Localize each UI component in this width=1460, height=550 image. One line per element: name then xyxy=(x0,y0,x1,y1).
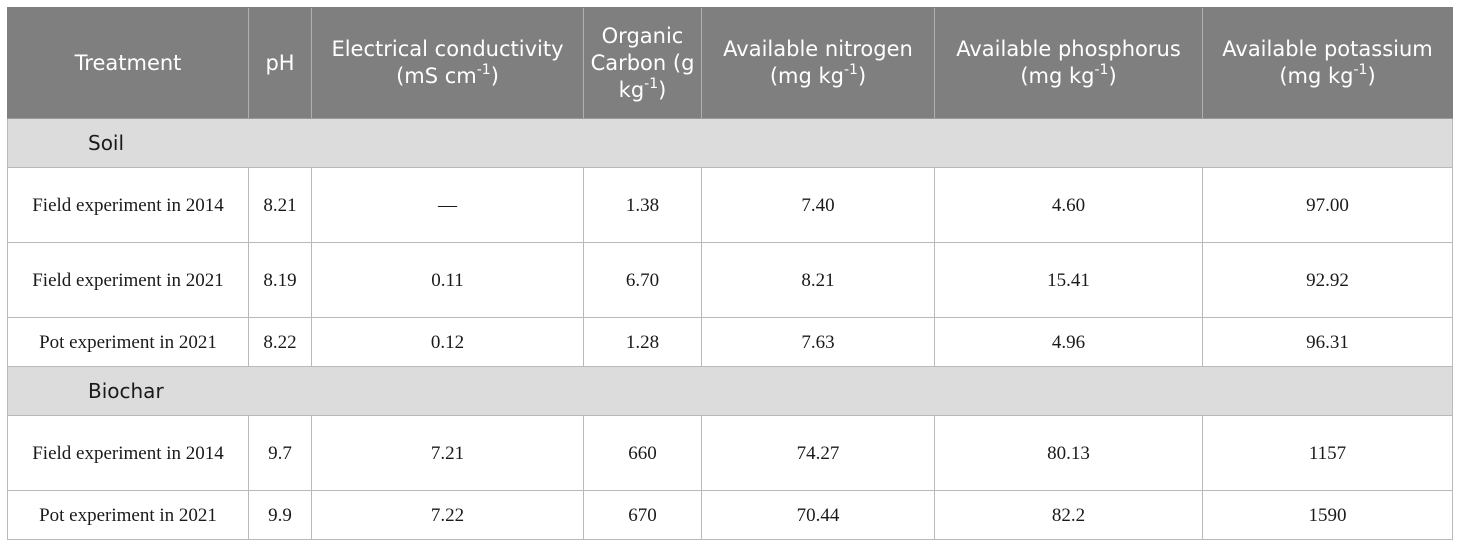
cell-available-potassium: 1590 xyxy=(1202,490,1453,540)
cell-available-phosphorus: 4.60 xyxy=(934,167,1203,243)
cell-treatment: Pot experiment in 2021 xyxy=(7,490,249,540)
cell-electrical-conductivity: 7.22 xyxy=(311,490,584,540)
header-available-phosphorus: Available phosphorus (mg kg-1) xyxy=(934,7,1203,119)
section-row-biochar: Biochar xyxy=(7,366,1453,416)
table-row: Pot experiment in 2021 9.9 7.22 670 70.4… xyxy=(7,490,1453,540)
cell-available-phosphorus: 82.2 xyxy=(934,490,1203,540)
cell-treatment: Pot experiment in 2021 xyxy=(7,317,249,367)
section-label: Soil xyxy=(7,118,1453,168)
cell-organic-carbon: 660 xyxy=(583,415,702,491)
cell-electrical-conductivity: — xyxy=(311,167,584,243)
section-row-soil: Soil xyxy=(7,118,1453,168)
cell-organic-carbon: 1.38 xyxy=(583,167,702,243)
cell-ph: 9.9 xyxy=(248,490,312,540)
cell-organic-carbon: 1.28 xyxy=(583,317,702,367)
table-row: Pot experiment in 2021 8.22 0.12 1.28 7.… xyxy=(7,317,1453,367)
cell-available-potassium: 1157 xyxy=(1202,415,1453,491)
section-label: Biochar xyxy=(7,366,1453,416)
cell-organic-carbon: 6.70 xyxy=(583,242,702,318)
properties-table: Treatment pH Electrical conductivity (mS… xyxy=(7,7,1453,540)
cell-available-phosphorus: 4.96 xyxy=(934,317,1203,367)
cell-available-nitrogen: 8.21 xyxy=(701,242,935,318)
cell-available-nitrogen: 74.27 xyxy=(701,415,935,491)
cell-electrical-conductivity: 0.12 xyxy=(311,317,584,367)
cell-electrical-conductivity: 0.11 xyxy=(311,242,584,318)
header-treatment: Treatment xyxy=(7,7,249,119)
cell-ph: 8.19 xyxy=(248,242,312,318)
cell-ph: 8.21 xyxy=(248,167,312,243)
cell-organic-carbon: 670 xyxy=(583,490,702,540)
header-ph: pH xyxy=(248,7,312,119)
cell-available-phosphorus: 80.13 xyxy=(934,415,1203,491)
cell-available-phosphorus: 15.41 xyxy=(934,242,1203,318)
cell-available-potassium: 97.00 xyxy=(1202,167,1453,243)
cell-electrical-conductivity: 7.21 xyxy=(311,415,584,491)
header-organic-carbon: Organic Carbon (g kg-1) xyxy=(583,7,702,119)
cell-available-potassium: 92.92 xyxy=(1202,242,1453,318)
cell-available-nitrogen: 70.44 xyxy=(701,490,935,540)
header-available-nitrogen: Available nitrogen (mg kg-1) xyxy=(701,7,935,119)
cell-ph: 9.7 xyxy=(248,415,312,491)
cell-available-potassium: 96.31 xyxy=(1202,317,1453,367)
header-available-potassium: Available potassium (mg kg-1) xyxy=(1202,7,1453,119)
cell-treatment: Field experiment in 2014 xyxy=(7,167,249,243)
header-electrical-conductivity: Electrical conductivity (mS cm-1) xyxy=(311,7,584,119)
cell-available-nitrogen: 7.63 xyxy=(701,317,935,367)
table-row: Field experiment in 2021 8.19 0.11 6.70 … xyxy=(7,242,1453,318)
cell-treatment: Field experiment in 2014 xyxy=(7,415,249,491)
cell-available-nitrogen: 7.40 xyxy=(701,167,935,243)
cell-ph: 8.22 xyxy=(248,317,312,367)
cell-treatment: Field experiment in 2021 xyxy=(7,242,249,318)
header-row: Treatment pH Electrical conductivity (mS… xyxy=(7,7,1453,119)
table-row: Field experiment in 2014 8.21 — 1.38 7.4… xyxy=(7,167,1453,243)
table-row: Field experiment in 2014 9.7 7.21 660 74… xyxy=(7,415,1453,491)
